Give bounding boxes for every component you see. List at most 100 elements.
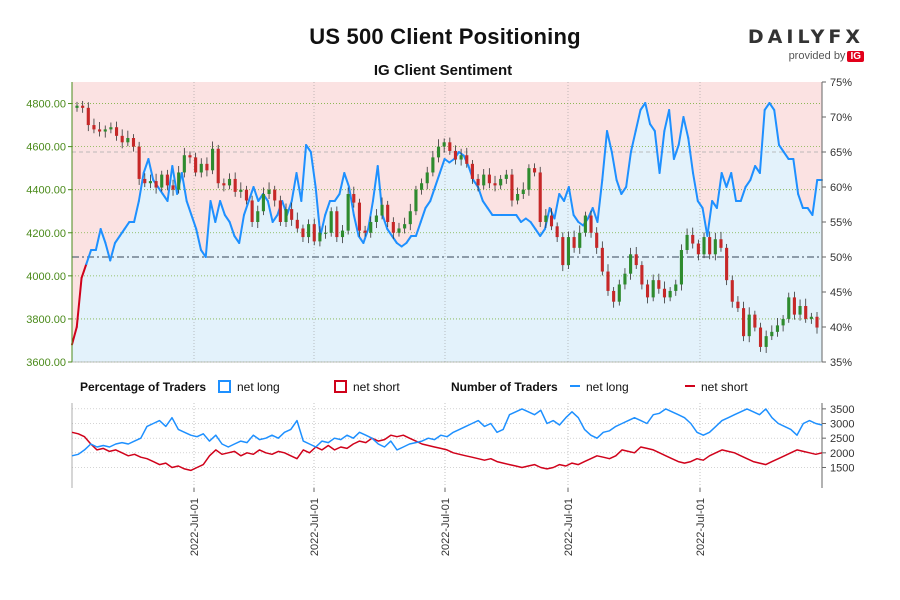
- left-tick-label: 3800.00: [26, 314, 66, 326]
- legend-pct-short-label: net short: [353, 380, 400, 394]
- candle-body: [284, 209, 288, 222]
- candle-body: [98, 129, 102, 132]
- candle-body: [544, 215, 548, 222]
- sentiment-line-segment: [567, 186, 575, 216]
- candle-body: [188, 155, 192, 158]
- legend-num-short-label: net short: [701, 380, 748, 394]
- net-short-count-line: [71, 431, 823, 472]
- candle-body: [335, 211, 339, 238]
- candle-body: [764, 336, 768, 347]
- sentiment-line-segment: [534, 228, 542, 237]
- sentiment-line-segment: [677, 116, 685, 146]
- candle-body: [493, 183, 497, 186]
- candle-body: [397, 228, 401, 233]
- candle-body: [171, 185, 175, 190]
- logo-provided-text: provided by: [788, 50, 846, 62]
- sentiment-line-segment: [634, 109, 642, 132]
- sentiment-line-segment: [472, 179, 480, 188]
- candle-body: [651, 280, 655, 298]
- sentiment-line-segment: [692, 172, 699, 202]
- candle-body: [736, 301, 740, 309]
- sentiment-line-segment: [381, 214, 389, 230]
- number-tick-label: 3000: [830, 419, 854, 431]
- candle-body: [329, 211, 333, 233]
- candle-body: [527, 168, 531, 190]
- candle-body: [476, 178, 480, 186]
- sentiment-line-segment: [71, 326, 78, 346]
- x-tick-label: 2022-Jul-01: [189, 498, 201, 556]
- candle-body: [92, 125, 96, 130]
- candle-body: [482, 174, 486, 186]
- candle-body: [583, 215, 587, 233]
- sentiment-line-segment: [424, 200, 432, 209]
- candle-body: [137, 146, 141, 179]
- legend-pct-long-label: net long: [237, 380, 280, 394]
- number-panel-bg: [72, 403, 822, 488]
- candle-body: [459, 155, 463, 160]
- number-tick-label: 1500: [830, 462, 854, 474]
- candle-body: [555, 226, 559, 238]
- candle-body: [758, 327, 763, 347]
- candle-body: [165, 174, 169, 186]
- sentiment-line-segment: [171, 165, 179, 195]
- sentiment-line-segment: [271, 214, 279, 223]
- x-tick-label: 2022-Jul-01: [440, 498, 452, 556]
- sentiment-line-segment: [558, 193, 566, 202]
- sentiment-line-segment: [658, 130, 666, 174]
- candle-body: [629, 254, 633, 274]
- sentiment-line-segment: [309, 151, 317, 188]
- candle-body: [154, 181, 158, 188]
- candle-body: [250, 200, 254, 222]
- sentiment-line-segment: [367, 200, 374, 230]
- candle-body: [436, 146, 441, 158]
- sentiment-line-segment: [386, 228, 394, 237]
- left-tick-label: 4000.00: [26, 271, 66, 283]
- sentiment-line-segment: [133, 200, 140, 223]
- sentiment-line-segment: [672, 144, 680, 160]
- sentiment-line-segment: [348, 186, 355, 216]
- sentiment-line-segment: [778, 144, 785, 153]
- sentiment-line-segment: [75, 277, 83, 328]
- candle-body: [516, 194, 520, 201]
- legend-pct-long-swatch: [218, 380, 231, 393]
- legend-pct-short: net short: [334, 380, 400, 394]
- sentiment-line-segment: [797, 193, 804, 209]
- candle-body: [391, 222, 395, 233]
- candle-body: [131, 138, 136, 147]
- sentiment-line-segment: [305, 144, 312, 153]
- sentiment-line-segment: [429, 186, 437, 202]
- candle-body: [623, 273, 627, 285]
- candle-body: [453, 150, 458, 160]
- sentiment-line-segment: [481, 200, 489, 209]
- sentiment-line-segment: [563, 186, 570, 202]
- sentiment-line-segment: [242, 200, 250, 216]
- candle-body: [239, 189, 243, 192]
- candle-body: [261, 194, 265, 212]
- sentiment-line-segment: [266, 200, 274, 223]
- candle-body: [708, 237, 712, 255]
- candle-body: [126, 138, 130, 143]
- candle-body: [549, 215, 554, 227]
- candle-body: [747, 314, 751, 337]
- sentiment-line-segment: [285, 200, 293, 216]
- candle-body: [278, 200, 282, 222]
- right-tick-label: 40%: [830, 322, 852, 334]
- sentiment-line-segment: [414, 221, 422, 237]
- candle-body: [645, 284, 650, 298]
- sentiment-line-segment: [477, 186, 484, 202]
- candle-body: [538, 172, 542, 222]
- sentiment-line-segment: [405, 235, 413, 244]
- candle-body: [674, 284, 678, 291]
- x-tick-label: 2022-Jul-01: [309, 498, 321, 556]
- candle-body: [431, 157, 435, 173]
- legend-pct-long: net long: [218, 380, 280, 394]
- sentiment-line-segment: [85, 249, 93, 265]
- candle-body: [205, 163, 209, 171]
- candle-body: [634, 254, 638, 266]
- sentiment-line-segment: [553, 193, 561, 220]
- sentiment-line-segment: [486, 207, 494, 216]
- right-tick-label: 55%: [830, 217, 852, 229]
- sentiment-line-segment: [606, 130, 613, 153]
- candle-body: [267, 189, 271, 194]
- chart-subtitle: IG Client Sentiment: [373, 62, 513, 79]
